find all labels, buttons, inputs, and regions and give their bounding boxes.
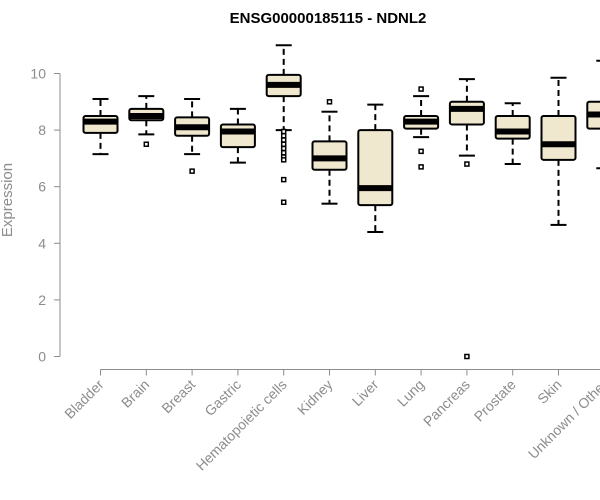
box-breast [174, 97, 211, 174]
box-skin [540, 76, 577, 226]
outlier-point [326, 99, 333, 105]
boxes-group [82, 44, 600, 360]
iqr-box [357, 129, 394, 207]
outlier-point [464, 161, 470, 167]
iqr-box [219, 123, 256, 149]
y-tick-label: 0 [38, 349, 46, 365]
x-category-label: Hematopoietic cells [193, 376, 290, 473]
y-tick-label: 8 [38, 122, 46, 138]
box-bladder [82, 97, 119, 156]
box-lung [403, 86, 440, 170]
iqr-box [448, 100, 485, 126]
outlier-point [143, 141, 150, 147]
outlier-point [418, 86, 424, 92]
x-category-label: Prostate [471, 376, 519, 424]
y-tick-label: 6 [38, 179, 46, 195]
outlier-point [280, 128, 287, 135]
outlier-point [280, 176, 287, 183]
outlier-point [280, 137, 287, 143]
outlier-point [189, 168, 195, 174]
iqr-box [540, 114, 577, 161]
x-category-label: Lung [394, 376, 427, 409]
y-axis: 0 2 4 6 8 10 [30, 66, 61, 365]
outlier-point [280, 199, 287, 206]
outlier-point [280, 149, 287, 156]
box-gastric [219, 107, 256, 164]
outlier-point [280, 141, 287, 147]
outlier-point [280, 145, 287, 152]
x-category-label: Liver [349, 376, 382, 409]
outlier-point [280, 133, 287, 139]
box-pancreas [448, 78, 485, 360]
box-kidney [311, 99, 348, 205]
box-liver [357, 103, 394, 233]
iqr-box [494, 114, 531, 140]
outlier-point [418, 164, 424, 170]
box-brain [128, 95, 165, 147]
x-category-label: Gastric [201, 376, 244, 419]
x-category-label: Brain [118, 376, 152, 410]
box-hematopoietic-cells [265, 44, 302, 206]
y-tick-label: 10 [30, 66, 46, 82]
outlier-point [418, 148, 424, 155]
outlier-point [280, 157, 287, 163]
x-category-label: Pancreas [420, 376, 473, 429]
x-category-label: Bladder [61, 376, 107, 422]
box-unknown-other [586, 59, 600, 170]
x-category-label: Breast [158, 376, 198, 416]
y-axis-label: Expression [0, 163, 16, 237]
y-tick-label: 4 [38, 235, 46, 251]
chart-title: ENSG00000185115 - NDNL2 [230, 10, 427, 27]
x-category-label: Kidney [294, 376, 336, 418]
box-prostate [494, 102, 531, 166]
y-tick-label: 2 [38, 292, 46, 308]
outlier-point [464, 353, 470, 360]
x-category-label: Skin [534, 376, 565, 407]
